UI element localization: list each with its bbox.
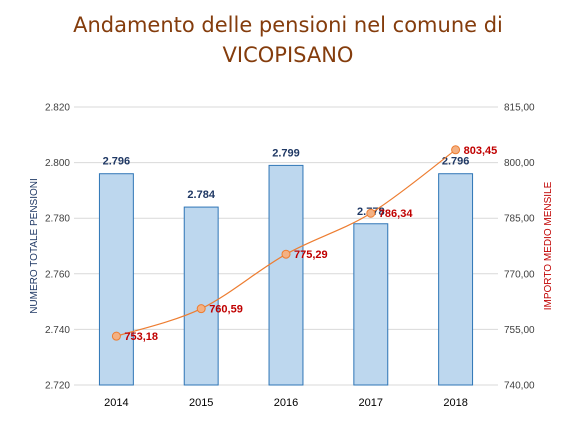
y-left-tick-label: 2.720 [45,381,70,392]
right-axis-ticks: 740,00 755,00 770,00 785,00 800,00 815,00 [504,103,535,392]
line-point [111,331,121,341]
x-tick-label: 2017 [359,397,383,409]
x-tick-label: 2015 [189,397,213,409]
y-right-tick-label: 815,00 [504,103,535,114]
y-left-tick-label: 2.780 [45,214,70,225]
y-right-tick-label: 740,00 [504,381,535,392]
left-axis-ticks: 2.720 2.740 2.760 2.780 2.800 2.820 [45,103,70,392]
chart-title-line-2: VICOPISANO [222,43,354,67]
y-left-tick-label: 2.820 [45,103,70,114]
bar [438,173,474,386]
bar [183,206,219,386]
bar-data-label: 2.799 [272,147,300,159]
line-series [111,145,461,341]
y-axis-left-label: NUMERO TOTALE PENSIONI [29,178,40,314]
line-data-label: 803,45 [464,145,498,157]
x-axis-ticks: 2014 2015 2016 2017 2018 [104,397,468,409]
line-point [196,304,206,314]
x-tick-label: 2018 [443,397,467,409]
y-left-tick-label: 2.760 [45,269,70,280]
bar [98,173,134,386]
chart-title-line-1: Andamento delle pensioni nel comune di [73,13,503,37]
line-data-label: 775,29 [294,249,328,261]
bar-data-label: 2.796 [442,156,470,168]
bar-series [98,164,474,386]
y-right-tick-label: 770,00 [504,269,535,280]
bar [353,223,389,386]
line-data-label: 753,18 [124,331,158,343]
bar [268,164,304,386]
line-data-label: 786,34 [379,208,414,220]
y-right-tick-label: 755,00 [504,325,535,336]
chart-title: Andamento delle pensioni nel comune di V… [0,10,576,70]
y-left-tick-label: 2.800 [45,158,70,169]
bar-data-label: 2.784 [187,189,215,201]
x-tick-label: 2014 [104,397,128,409]
x-tick-label: 2016 [274,397,298,409]
y-right-tick-label: 785,00 [504,214,535,225]
line-data-labels: 753,18 760,59 775,29 786,34 803,45 [124,145,497,343]
line-point [281,249,291,259]
line-point [451,145,461,155]
y-axis-right-label: IMPORTO MEDIO MENSILE [543,181,554,310]
bar-data-label: 2.796 [103,156,131,168]
line-point [366,208,376,218]
y-left-tick-label: 2.740 [45,325,70,336]
y-right-tick-label: 800,00 [504,158,535,169]
line-data-label: 760,59 [209,304,243,316]
